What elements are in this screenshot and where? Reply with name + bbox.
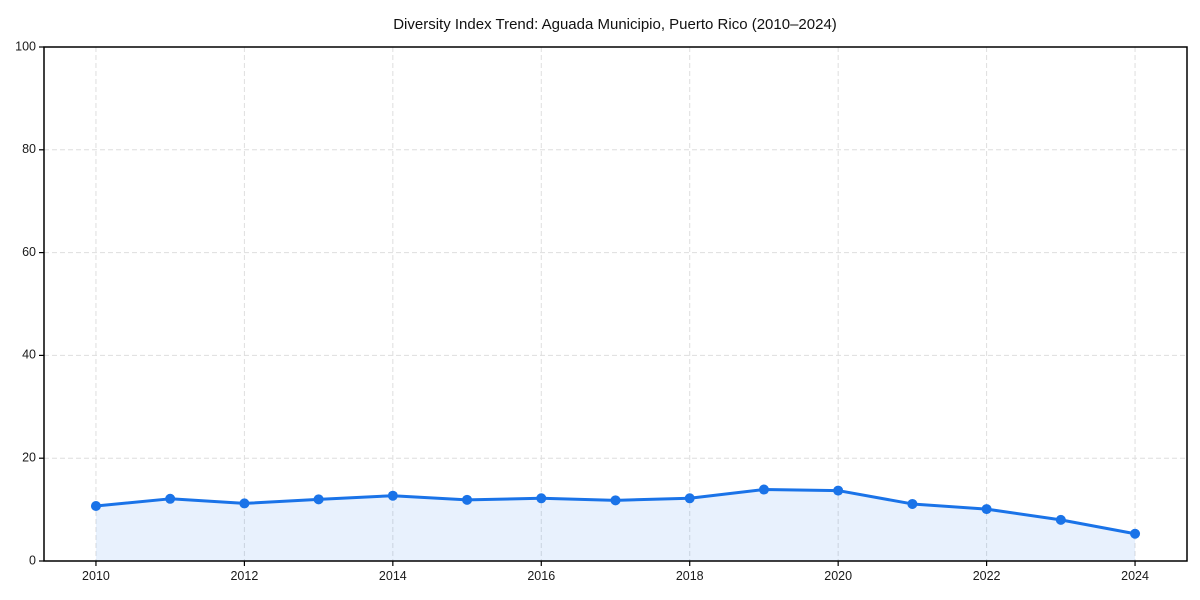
y-tick-label: 0: [29, 553, 36, 567]
x-tick-label: 2016: [527, 569, 555, 583]
data-point-2015: [462, 494, 473, 505]
y-tick-label: 80: [22, 142, 36, 156]
x-tick-label: 2010: [82, 569, 110, 583]
data-point-2020: [833, 485, 844, 496]
series-area-fill: [95, 489, 1136, 561]
y-tick-label: 40: [22, 348, 36, 362]
data-point-2012: [239, 498, 250, 509]
x-tick-label: 2018: [676, 569, 704, 583]
data-point-2021: [907, 498, 918, 509]
data-point-2022: [981, 504, 992, 515]
y-tick-label: 20: [22, 450, 36, 464]
x-tick-label: 2022: [973, 569, 1001, 583]
x-tick-label: 2012: [230, 569, 258, 583]
y-tick-label: 60: [22, 245, 36, 259]
data-point-2011: [165, 493, 176, 504]
data-point-2010: [90, 501, 101, 512]
data-point-2018: [684, 493, 695, 504]
y-tick-label: 100: [15, 39, 36, 53]
data-point-2023: [1055, 514, 1066, 525]
data-point-2017: [610, 495, 621, 506]
data-point-2014: [387, 490, 398, 501]
data-point-2019: [758, 484, 769, 495]
plot-frame: [43, 46, 1188, 562]
data-point-2016: [536, 493, 547, 504]
data-point-2024: [1130, 528, 1141, 539]
x-tick-label: 2014: [379, 569, 407, 583]
x-tick-label: 2024: [1121, 569, 1149, 583]
data-point-2013: [313, 494, 324, 505]
x-tick-label: 2020: [824, 569, 852, 583]
chart-title: Diversity Index Trend: Aguada Municipio,…: [393, 16, 837, 33]
